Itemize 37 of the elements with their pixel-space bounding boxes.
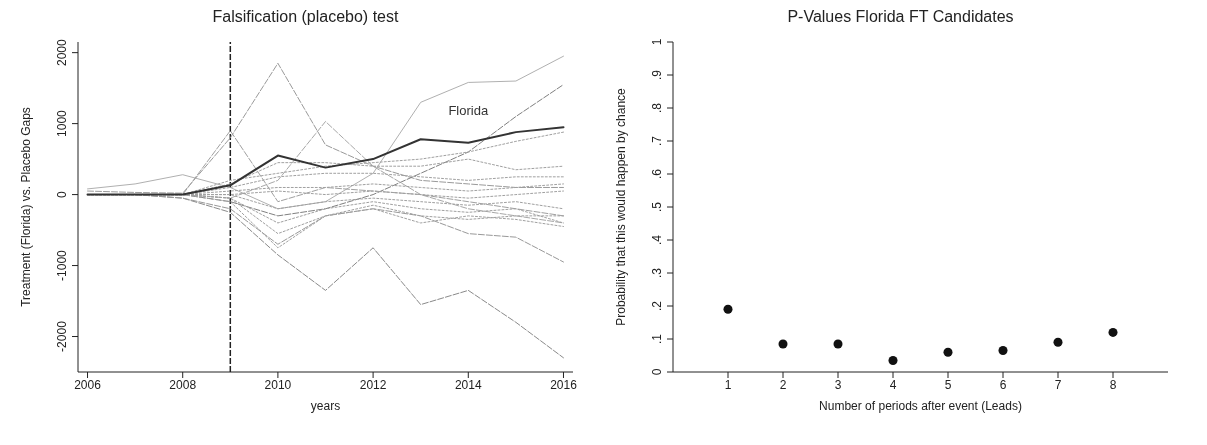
- x-tick-label: 2008: [169, 377, 197, 392]
- y-tick-label: .6: [650, 168, 664, 180]
- y-tick-label: 1000: [55, 109, 69, 137]
- x-tick-label: 2010: [264, 377, 292, 392]
- y-axis-title: Probability that this would happen by chance: [614, 87, 629, 326]
- y-tick-label: 1: [650, 38, 664, 46]
- chart-title: Falsification (placebo) test: [211, 8, 400, 27]
- y-tick-label: -2000: [55, 320, 69, 352]
- chart-title: P-Values Florida FT Candidates: [786, 8, 1015, 27]
- x-tick-label: 2012: [359, 377, 387, 392]
- y-tick-label: .8: [650, 102, 664, 114]
- y-tick-label: 2000: [55, 38, 69, 66]
- x-tick-label: 2006: [74, 377, 102, 392]
- x-axis-title: years: [310, 399, 341, 413]
- y-tick-label: .4: [650, 234, 664, 246]
- x-tick-label: 8: [1109, 377, 1117, 392]
- y-tick-label: .9: [650, 69, 664, 81]
- y-tick-label: .3: [650, 267, 664, 279]
- x-tick-label: 6: [999, 377, 1007, 392]
- x-tick-label: 2: [779, 377, 787, 392]
- x-tick-label: 4: [889, 377, 897, 392]
- y-tick-label: .2: [650, 300, 664, 312]
- x-tick-label: 5: [944, 377, 952, 392]
- y-tick-label: .5: [650, 201, 664, 213]
- y-tick-label: .7: [650, 135, 664, 147]
- x-axis-title: Number of periods after event (Leads): [819, 399, 1022, 413]
- y-tick-label: -1000: [55, 249, 69, 281]
- x-tick-label: 2014: [454, 377, 482, 392]
- series-label: Florida: [448, 102, 489, 118]
- x-tick-label: 1: [724, 377, 732, 392]
- y-tick-label: 0: [55, 190, 69, 198]
- x-tick-label: 2016: [550, 377, 578, 392]
- y-tick-label: 0: [650, 368, 664, 376]
- y-tick-label: .1: [650, 333, 664, 345]
- x-tick-label: 3: [834, 377, 842, 392]
- x-tick-label: 7: [1054, 377, 1062, 392]
- y-axis-title: Treatment (Florida) vs. Placebo Gaps: [19, 107, 34, 307]
